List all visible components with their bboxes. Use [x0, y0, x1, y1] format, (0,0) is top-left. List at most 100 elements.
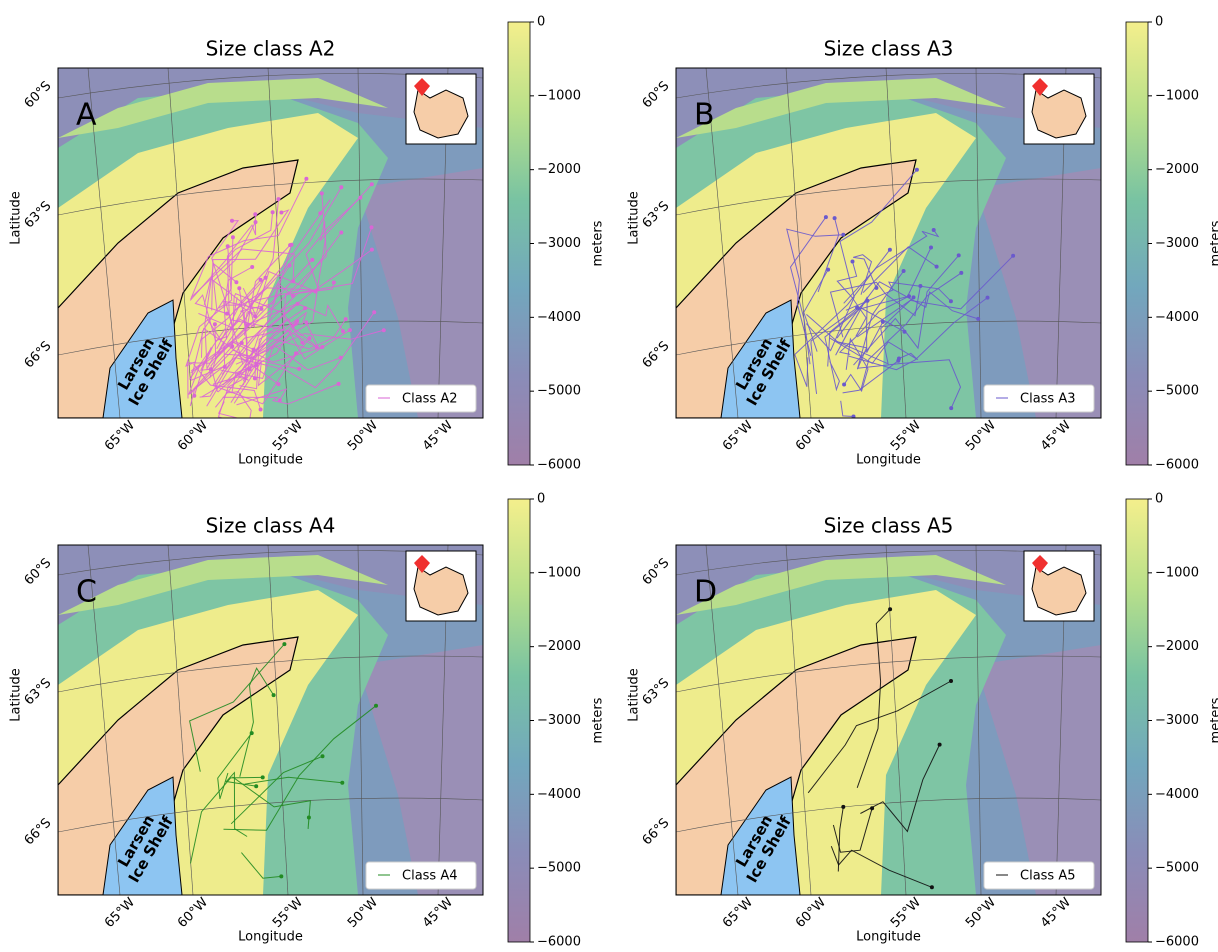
colorbar [507, 21, 531, 466]
track-end [289, 242, 294, 247]
lon-label: 55°W [270, 895, 306, 931]
track-end [230, 235, 235, 240]
north-deep [676, 545, 1101, 625]
lon-label: 60°W [175, 418, 211, 454]
lon-label: 45°W [420, 895, 456, 931]
track [829, 337, 919, 365]
track-end [277, 398, 282, 403]
track [242, 249, 373, 382]
lat-label: 63°S [640, 199, 673, 232]
track-end [948, 299, 953, 304]
track [187, 324, 249, 399]
track [232, 776, 311, 829]
track-end [929, 245, 933, 250]
track [240, 244, 292, 363]
track [218, 279, 261, 309]
track-end [230, 218, 234, 223]
track [223, 705, 377, 831]
colorbar-tick-label: −1000 [1155, 88, 1199, 103]
y-axis-label: Latitude [627, 191, 642, 245]
legend-label: Class A2 [402, 392, 458, 407]
inset-antarctica [413, 89, 469, 139]
track-end [336, 381, 341, 386]
track [856, 255, 1014, 338]
ice-shelf [720, 299, 801, 418]
lon-grid-line [267, 545, 289, 895]
colorbar-tick-label: −4000 [537, 310, 581, 325]
track-end [319, 191, 324, 196]
colorbar-tick-label: −6000 [1155, 935, 1199, 950]
track-end [976, 316, 981, 321]
legend-label: Class A4 [402, 869, 458, 884]
track-end [234, 280, 239, 285]
legend-box [365, 384, 477, 413]
track [221, 227, 372, 375]
track [236, 388, 288, 406]
track-end [888, 607, 893, 612]
legend-label: Class A5 [1020, 869, 1076, 884]
track [244, 776, 343, 785]
lon-grid-line [357, 68, 364, 418]
track [226, 214, 257, 365]
track [842, 360, 899, 394]
y-axis-label: Latitude [9, 668, 24, 722]
north-deep [58, 68, 483, 148]
track [856, 608, 891, 788]
track-end [918, 284, 923, 288]
inset-marker [1032, 78, 1048, 96]
lon-label: 50°W [345, 895, 381, 931]
panel-letter: B [694, 98, 715, 133]
track-end [896, 358, 901, 363]
lon-label: 55°W [888, 895, 924, 931]
lon-grid-line [885, 545, 907, 895]
track [853, 255, 960, 366]
inset-antarctica [1031, 566, 1087, 616]
track-end [287, 263, 292, 268]
track-end [225, 244, 230, 249]
track [246, 302, 344, 332]
lon-grid-line [785, 68, 812, 418]
track [203, 199, 331, 309]
colorbar-tick-label: −1000 [537, 88, 581, 103]
track [223, 300, 262, 340]
ridge [58, 78, 388, 138]
track-end [369, 182, 374, 187]
x-axis-label: Longitude [856, 930, 921, 945]
track [222, 383, 339, 405]
track [232, 297, 318, 348]
lon-grid-line [975, 68, 982, 418]
north-deep [58, 545, 483, 625]
track-end [306, 815, 311, 820]
panel-title: Size class A5 [824, 514, 954, 538]
track-end [369, 225, 374, 230]
track [194, 294, 228, 342]
colorbar-label: meters [591, 220, 606, 266]
track-end [855, 305, 860, 310]
track-end [339, 185, 344, 190]
track [786, 228, 844, 356]
track-end [339, 230, 344, 235]
track-end [956, 253, 961, 258]
track [189, 282, 335, 395]
track-end [253, 314, 258, 319]
track [189, 643, 285, 772]
y-axis-label: Latitude [627, 668, 642, 722]
track [199, 277, 266, 341]
track [213, 221, 256, 311]
track-end [291, 279, 296, 284]
track [185, 246, 233, 368]
track [217, 401, 240, 418]
colorbar-tick-label: −4000 [1155, 310, 1199, 325]
track [193, 363, 262, 410]
track-end [320, 754, 325, 759]
track [216, 304, 256, 350]
colorbar-tick-label: 0 [537, 15, 545, 30]
track [190, 329, 351, 374]
lon-label: 55°W [888, 418, 924, 454]
track-end [842, 382, 847, 387]
track [200, 347, 212, 371]
track [224, 311, 308, 357]
track-end [372, 310, 377, 315]
panel-letter: D [694, 575, 717, 610]
track-end [253, 220, 258, 225]
